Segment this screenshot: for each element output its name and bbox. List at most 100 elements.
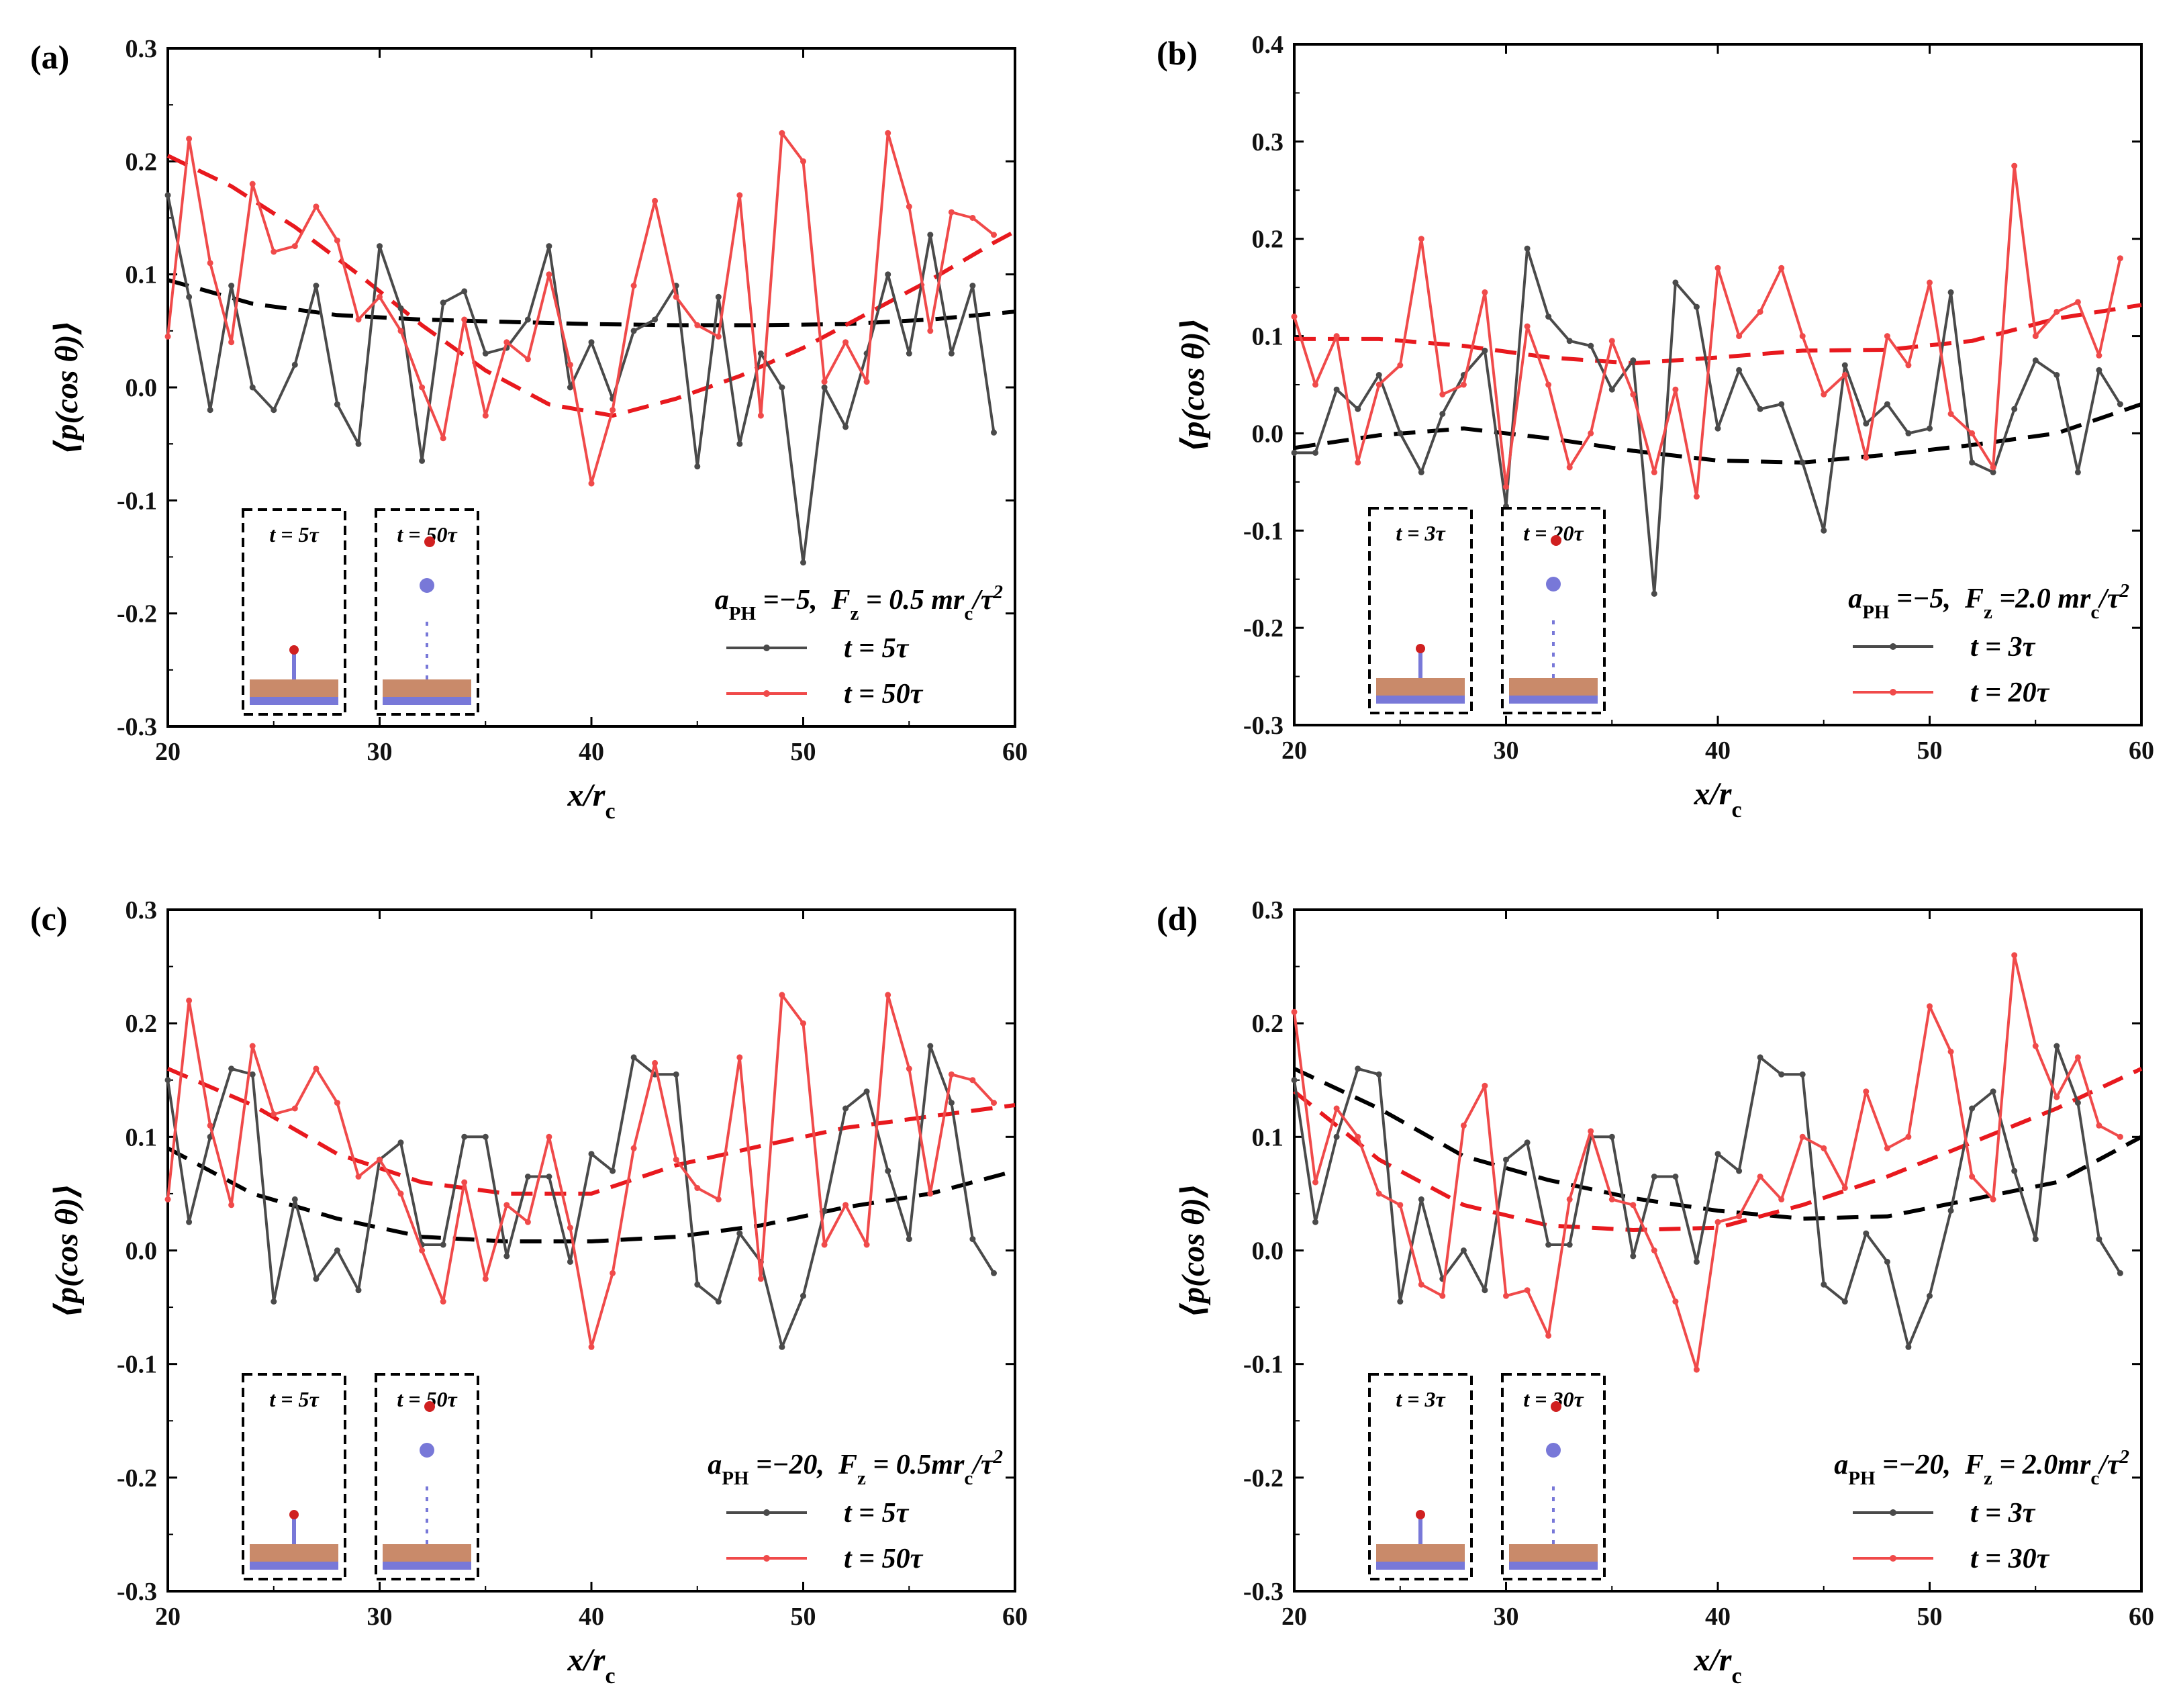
- text-part: F: [838, 1450, 857, 1480]
- data-point-black: [863, 1088, 870, 1095]
- inset-film: [383, 697, 471, 705]
- data-point-black: [842, 1105, 849, 1112]
- data-point-red: [1905, 362, 1912, 369]
- data-point-red: [1439, 1292, 1446, 1299]
- data-point-red: [249, 181, 256, 187]
- data-point-black: [1566, 338, 1573, 344]
- inset-film: [1509, 696, 1598, 704]
- data-point-red: [397, 328, 404, 334]
- inset-blob: [1546, 1443, 1561, 1458]
- data-point-red: [164, 333, 171, 340]
- data-point-black: [1503, 1156, 1509, 1163]
- text-part: [1876, 1450, 1883, 1480]
- data-point-black: [1630, 1253, 1637, 1260]
- y-axis-title: ⟨p(cos θ)⟩: [49, 320, 85, 455]
- series-red: [1291, 952, 2123, 1373]
- data-point-black: [1757, 1054, 1763, 1061]
- series-red: [164, 992, 997, 1350]
- inset-blob: [420, 578, 434, 593]
- text-part: =−5,: [763, 585, 818, 616]
- data-point-black: [1545, 1241, 1552, 1248]
- text-part: 0.5mr: [896, 1450, 965, 1480]
- data-point-red: [863, 379, 870, 385]
- text-part: /τ: [971, 1450, 994, 1480]
- data-point-black: [1841, 1298, 1848, 1305]
- x-tick-label: 30: [1494, 737, 1519, 765]
- text-part: a: [1834, 1450, 1848, 1480]
- text-part: /τ: [2097, 1450, 2121, 1480]
- data-point-black: [588, 339, 595, 346]
- data-point-black: [948, 1100, 955, 1106]
- y-tick-label: 0.3: [1252, 128, 1284, 156]
- inset-substrate: [383, 1544, 471, 1564]
- data-point-red: [969, 1077, 976, 1084]
- data-point-red: [991, 232, 997, 238]
- series-black: [1291, 245, 2123, 597]
- data-point-red: [461, 1179, 468, 1186]
- text-part: F: [1964, 583, 1984, 614]
- text-part: [924, 585, 932, 616]
- data-point-black: [1821, 1281, 1827, 1288]
- text-part: [882, 585, 889, 616]
- data-point-black: [271, 407, 277, 414]
- data-point-black: [1905, 430, 1912, 436]
- data-point-black: [546, 243, 552, 250]
- parameter-annotation: aPH =−5, Fz = 0.5 mrc/τ2: [715, 581, 1003, 624]
- data-point-red: [207, 260, 213, 267]
- data-point-black: [1905, 1343, 1912, 1350]
- data-point-red: [1651, 1247, 1657, 1253]
- text-part: [866, 1450, 873, 1480]
- subscript: c: [1731, 1664, 1741, 1689]
- series-red: [164, 130, 997, 487]
- data-point-red: [313, 203, 320, 210]
- legend-marker: [1890, 1509, 1896, 1516]
- data-point-black: [291, 1196, 298, 1202]
- data-point-red: [1545, 381, 1552, 388]
- data-point-black: [1821, 527, 1827, 534]
- data-point-black: [588, 1151, 595, 1157]
- data-point-black: [630, 328, 637, 334]
- data-point-black: [567, 1258, 573, 1265]
- data-point-red: [334, 1100, 340, 1106]
- text-part: [817, 585, 831, 616]
- inset-substrate: [1509, 1544, 1598, 1564]
- subscript: z: [850, 603, 859, 624]
- data-point-black: [1672, 1174, 1679, 1180]
- x-axis-title: x/rc: [1693, 1642, 1741, 1689]
- y-tick-label: 0.3: [1252, 896, 1284, 924]
- data-point-red: [2053, 1094, 2060, 1100]
- subscript: c: [605, 1664, 615, 1689]
- data-point-red: [779, 130, 785, 136]
- data-point-red: [757, 412, 764, 419]
- data-point-black: [228, 283, 235, 289]
- data-point-black: [630, 1054, 637, 1061]
- data-point-red: [1821, 391, 1827, 397]
- text-part: =: [866, 585, 882, 616]
- data-point-red: [610, 1270, 616, 1276]
- text-part: =: [1999, 1450, 2015, 1480]
- inset-substrate: [383, 679, 471, 700]
- subscript: z: [1984, 1468, 1992, 1489]
- legend-label: t = 3τ: [1970, 632, 2036, 663]
- subscript: c: [964, 1468, 973, 1489]
- data-point-red: [652, 197, 659, 204]
- legend-label: t = 5τ: [844, 1498, 910, 1529]
- series-black: [164, 192, 997, 566]
- text-part: [859, 585, 866, 616]
- data-point-black: [1693, 1258, 1700, 1265]
- subscript: c: [605, 799, 615, 824]
- data-point-black: [2117, 1270, 2123, 1276]
- legend-label: t = 5τ: [844, 633, 910, 664]
- legend-label: t = 20τ: [1970, 677, 2050, 708]
- data-point-red: [715, 1196, 722, 1202]
- data-point-red: [461, 316, 468, 323]
- data-point-red: [1630, 1202, 1637, 1208]
- inset-snapshot-1: t = 5τ: [242, 1373, 346, 1580]
- data-point-black: [1990, 469, 1996, 475]
- data-point-black: [800, 559, 806, 566]
- data-point-black: [1651, 590, 1657, 597]
- legend-marker: [763, 690, 770, 697]
- inset-film: [1509, 1562, 1598, 1570]
- x-tick-label: 50: [791, 1603, 816, 1631]
- data-point-black: [482, 1133, 489, 1140]
